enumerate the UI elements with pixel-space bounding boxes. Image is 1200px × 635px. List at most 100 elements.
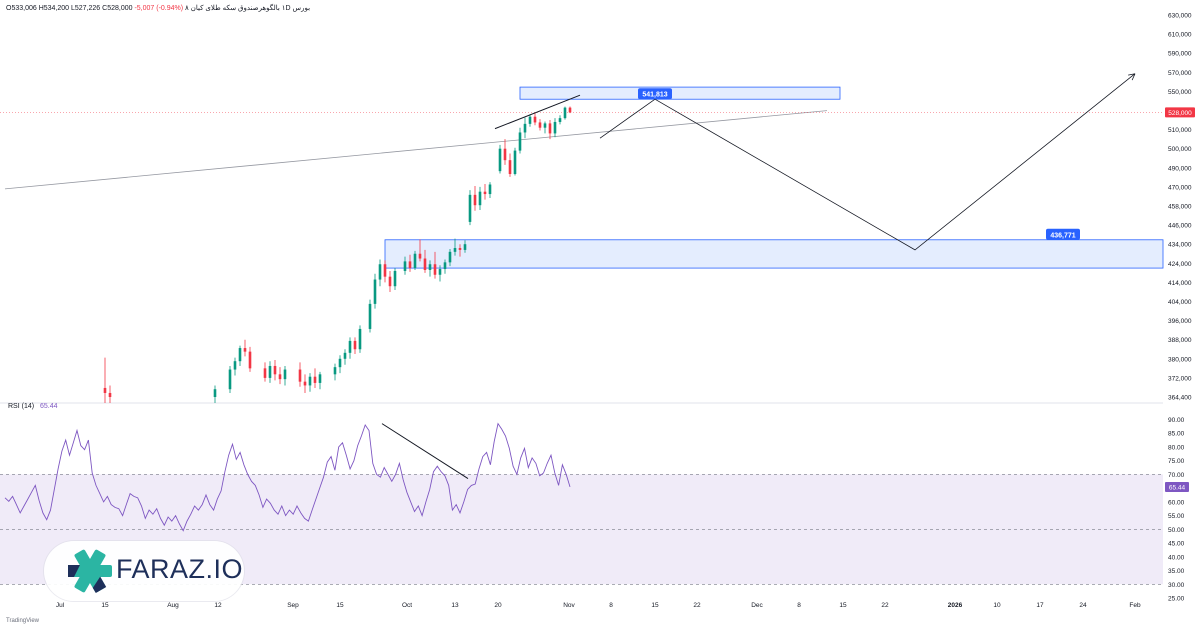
rsi-axis-tick: 75.00 (1168, 458, 1185, 465)
candle-body (553, 121, 557, 134)
rsi-axis-tick: 85.00 (1168, 431, 1185, 438)
candle-body (368, 303, 372, 329)
rsi-axis-tick: 45.00 (1168, 541, 1185, 548)
time-axis-tick: 10 (993, 602, 1001, 609)
rsi-axis-tick: 25.00 (1168, 596, 1185, 603)
last-price-label: 528,000 (1168, 110, 1192, 117)
candle-body (408, 261, 412, 269)
candle-body (403, 261, 407, 271)
candle-body (423, 258, 427, 270)
candle-body (303, 381, 307, 386)
candle-body (503, 148, 507, 161)
rsi-axis-tick: 80.00 (1168, 444, 1185, 451)
time-axis-tick: 15 (101, 602, 109, 609)
long-trend-line (4, 110, 828, 190)
support-zone (384, 239, 1164, 269)
price-change: -5,007 (-0.94%) (134, 5, 184, 12)
time-axis-tick: 8 (609, 602, 613, 609)
last-price-badge (1165, 107, 1195, 118)
candle-body (338, 358, 342, 368)
candle-body (488, 184, 492, 195)
rsi-axis-tick: 90.00 (1168, 417, 1185, 424)
candle-body (513, 150, 517, 175)
time-axis-tick: Nov (563, 602, 575, 609)
price-axis-tick: 380,000 (1168, 356, 1192, 363)
price-axis-tick: 500,000 (1168, 146, 1192, 153)
price-axis-tick: 610,000 (1168, 32, 1192, 39)
candle-body (243, 348, 247, 352)
rsi-line (4, 422, 571, 532)
rsi-trend-line (381, 423, 469, 479)
candle-body (248, 351, 252, 369)
candle-body (468, 194, 472, 222)
candle-body (233, 361, 237, 370)
candle-body (413, 253, 417, 269)
price-axis-tick: 396,000 (1168, 318, 1192, 325)
time-axis-tick: 22 (693, 602, 701, 609)
candle-body (438, 269, 442, 275)
candle-body (298, 369, 302, 382)
candle-body (543, 123, 547, 128)
candle-body (498, 148, 502, 172)
candle-body (518, 132, 522, 151)
candle-body (538, 122, 542, 128)
price-axis-tick: 404,000 (1168, 299, 1192, 306)
brand-logo: FARAZ.IO (44, 541, 244, 601)
time-axis-tick: Aug (167, 602, 179, 609)
price-axis-tick: 590,000 (1168, 51, 1192, 58)
ohlc-values: O533,006 H534,200 L527,226 C528,000 (6, 5, 133, 12)
candle-body (373, 279, 377, 304)
candle-body (213, 389, 217, 397)
candle-body (238, 348, 242, 362)
candle-body (418, 253, 422, 259)
time-axis-tick: 17 (1036, 602, 1044, 609)
candle-body (458, 248, 462, 250)
time-axis-tick: 12 (214, 602, 222, 609)
time-axis-tick: 15 (336, 602, 344, 609)
rsi-axis-tick: 35.00 (1168, 568, 1185, 575)
rsi-axis-tick: 55.00 (1168, 513, 1185, 520)
candle-body (568, 107, 572, 113)
candle-body (378, 264, 382, 280)
candle-body (548, 123, 552, 134)
candle-body (483, 191, 487, 195)
candle-body (278, 374, 282, 380)
resistance-zone (519, 86, 841, 100)
tradingview-watermark: TradingView (6, 618, 39, 624)
candle-body (463, 244, 467, 250)
time-axis-tick: Sep (287, 602, 299, 609)
rsi-axis-tick: 60.00 (1168, 499, 1185, 506)
candle-body (268, 365, 272, 378)
support-zone-label-box (1046, 228, 1080, 240)
price-axis-tick: 424,000 (1168, 261, 1192, 268)
candle-body (393, 270, 397, 287)
candle-body (448, 251, 452, 263)
rsi-value: 65.44 (40, 403, 58, 410)
price-axis-tick: 470,000 (1168, 184, 1192, 191)
time-axis-tick: 20 (494, 602, 502, 609)
candle-body (318, 374, 322, 383)
price-axis-tick: 510,000 (1168, 127, 1192, 134)
time-axis-tick: Oct (402, 602, 412, 609)
logo-text: FARAZ.IO (116, 554, 244, 584)
rsi-header: RSI (14) 65.44 (8, 403, 58, 410)
candle-body (333, 367, 337, 375)
candle-body (273, 365, 277, 375)
tradingview-text: TradingView (6, 618, 40, 624)
time-axis-tick: 15 (651, 602, 659, 609)
time-axis-tick: 13 (451, 602, 459, 609)
candle-body (103, 387, 107, 393)
candle-body (533, 116, 537, 123)
candle-body (473, 194, 477, 206)
price-axis-tick: 490,000 (1168, 165, 1192, 172)
candle-body (263, 368, 267, 378)
price-axis-tick: 434,000 (1168, 242, 1192, 249)
symbol-header: بورس ۱D بالگوهر‌صندوق سکه طلای کیان ۸ O5… (6, 4, 310, 12)
rsi-last-badge (1165, 481, 1189, 492)
candle-body (348, 340, 352, 353)
candle-body (433, 264, 437, 275)
candle-body (478, 191, 482, 206)
time-axis-tick: 15 (839, 602, 847, 609)
